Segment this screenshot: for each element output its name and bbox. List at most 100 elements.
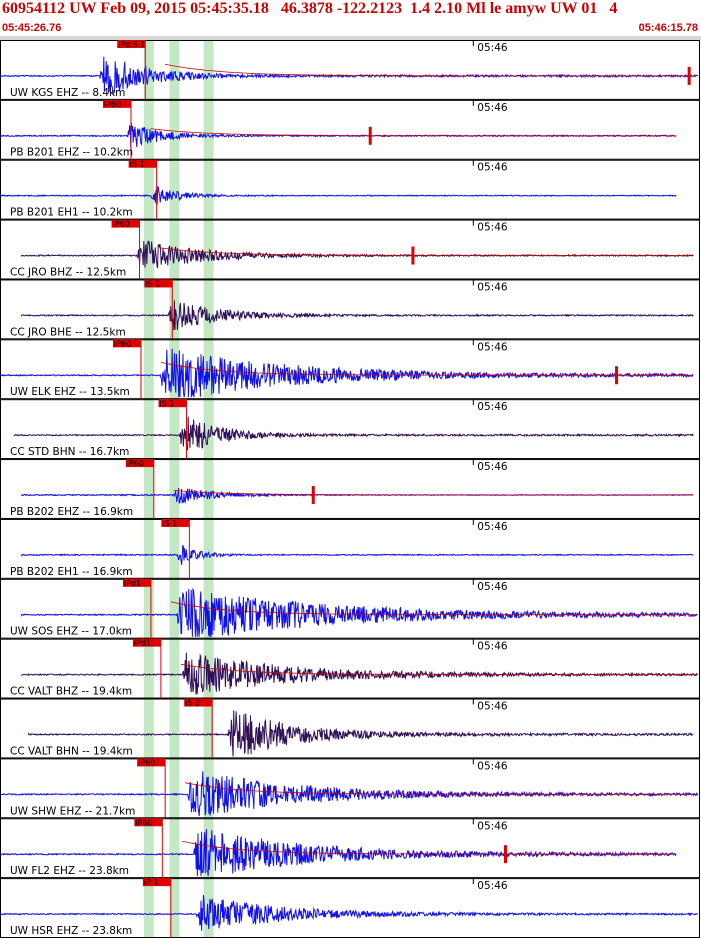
pick-label-box — [158, 399, 187, 408]
time-tick-label: 05:46 — [477, 760, 508, 772]
trace-panel-border — [0, 578, 700, 639]
amplitude-marker — [368, 126, 372, 145]
pick-label: iPdiS 1 — [118, 40, 145, 49]
start-time-label: 05:45:26.76 — [2, 22, 62, 34]
pick-label-box — [128, 159, 157, 168]
waveform-trace — [0, 185, 677, 205]
pick-label-box — [132, 638, 161, 647]
amplitude-envelope — [180, 663, 697, 675]
station-label: UW ELK EHZ -- 13.5km — [10, 386, 130, 398]
time-tick-label: 05:46 — [477, 461, 508, 473]
end-time-label: 05:46:15.78 — [638, 22, 698, 34]
phase-window-band — [169, 40, 180, 938]
pick-label: iS 1 — [162, 519, 177, 528]
pick-label-box — [142, 878, 171, 887]
trace-panel-border — [0, 518, 700, 579]
amplitude-envelope — [185, 782, 696, 795]
amplitude-marker — [411, 246, 415, 265]
waveform-trace — [0, 771, 699, 817]
amplitude-envelope — [159, 247, 691, 256]
pick-label-box — [137, 758, 166, 767]
pick-label-box — [161, 518, 190, 527]
waveform-trace — [28, 710, 694, 757]
time-tick-label: 05:46 — [477, 341, 508, 353]
station-label: CC STD BHN -- 16.7km — [10, 446, 129, 458]
pick-label-box — [102, 99, 131, 108]
time-tick-label: 05:46 — [477, 701, 508, 713]
pick-label: iP60 — [127, 459, 144, 468]
seismogram-chart[interactable]: 05:46 iPdiS 1 UW KGS EHZ -- 8.4km 05:46 iP60… — [0, 40, 701, 938]
waveform-trace — [20, 300, 694, 331]
pick-label: iPd1 — [134, 639, 151, 648]
time-axis-bar — [0, 36, 701, 40]
trace-panel-border — [0, 339, 700, 400]
seismogram-panel: 05:46 iPdiS 1 UW KGS EHZ -- 8.4km 05:46 iP60… — [0, 40, 701, 938]
pick-label: iPd1 — [124, 579, 141, 588]
waveform-trace — [0, 348, 694, 398]
amplitude-envelope — [160, 361, 692, 376]
trace-panel-border — [0, 159, 700, 220]
trace-panel-border — [0, 638, 700, 699]
time-tick-label: 05:46 — [477, 102, 508, 114]
amplitude-envelope — [173, 490, 693, 496]
pick-label: iP60 — [114, 339, 131, 348]
station-label: PB B202 EHZ -- 16.9km — [10, 506, 133, 518]
amplitude-envelope — [170, 601, 696, 616]
time-tick-label: 05:46 — [477, 521, 508, 533]
station-label: UW HSR EHZ -- 23.8km — [10, 925, 132, 937]
amplitude-marker — [311, 485, 315, 504]
station-label: UW KGS EHZ -- 8.4km — [10, 87, 125, 99]
waveform-trace — [13, 416, 694, 451]
amplitude-envelope — [165, 63, 697, 77]
pick-label: iS 1 — [160, 399, 175, 408]
time-tick-label: 05:46 — [477, 641, 508, 653]
phase-window-band — [143, 40, 154, 938]
pick-label-box — [125, 459, 154, 468]
station-label: UW SHW EHZ -- 21.7km — [10, 805, 135, 817]
event-title: 60954112 UW Feb 09, 2015 05:45:35.18 46.… — [2, 0, 618, 17]
station-label: CC JRO BHE -- 12.5km — [10, 326, 126, 338]
pick-label: iP60 — [135, 818, 152, 827]
station-label: PB B201 EHZ -- 10.2km — [10, 147, 133, 159]
time-tick-label: 05:46 — [477, 581, 508, 593]
waveform-trace — [20, 545, 694, 565]
station-label: CC VALT BHN -- 19.4km — [10, 745, 133, 757]
time-tick-label: 05:46 — [477, 281, 508, 293]
trace-panel-border — [0, 399, 700, 460]
pick-label-box — [184, 698, 213, 707]
waveform-trace — [0, 56, 699, 95]
pick-label: iP60 — [113, 220, 130, 229]
header: 60954112 UW Feb 09, 2015 05:45:35.18 46.… — [0, 0, 701, 40]
time-tick-label: 05:46 — [477, 880, 508, 892]
station-label: UW FL2 EHZ -- 23.8km — [10, 865, 129, 877]
time-tick-label: 05:46 — [477, 401, 508, 413]
time-tick-label: 05:46 — [477, 222, 508, 234]
waveform-trace — [20, 587, 698, 637]
trace-panel-border — [0, 818, 700, 879]
waveform-trace — [0, 894, 699, 931]
station-label: UW SOS EHZ -- 17.0km — [10, 626, 132, 638]
pick-label: iP60 — [138, 758, 155, 767]
pick-label-box — [144, 279, 173, 288]
station-label: PB B201 EH1 -- 10.2km — [10, 207, 133, 219]
pick-label: iS 1 — [145, 279, 160, 288]
waveform-trace — [20, 240, 694, 269]
trace-panel-border — [0, 698, 700, 759]
pick-label: iS 2 — [185, 699, 200, 708]
amplitude-marker — [503, 845, 507, 864]
station-label: CC VALT BHZ -- 19.4km — [10, 686, 132, 698]
trace-panel-border — [0, 279, 700, 340]
pick-label-box — [134, 818, 163, 827]
trace-panel-border — [0, 459, 700, 519]
trace-panel-border — [0, 758, 700, 819]
time-tick-label: 05:46 — [477, 42, 508, 54]
time-tick-label: 05:46 — [477, 820, 508, 832]
station-label: CC JRO BHZ -- 12.5km — [10, 266, 126, 278]
pick-label-box — [112, 339, 141, 348]
amplitude-marker — [615, 366, 619, 385]
amplitude-marker — [687, 66, 691, 85]
amplitude-envelope — [150, 128, 676, 137]
pick-label-box — [117, 40, 146, 48]
pick-label: iP60 — [104, 100, 121, 109]
pick-label: iS 1 — [130, 160, 145, 169]
